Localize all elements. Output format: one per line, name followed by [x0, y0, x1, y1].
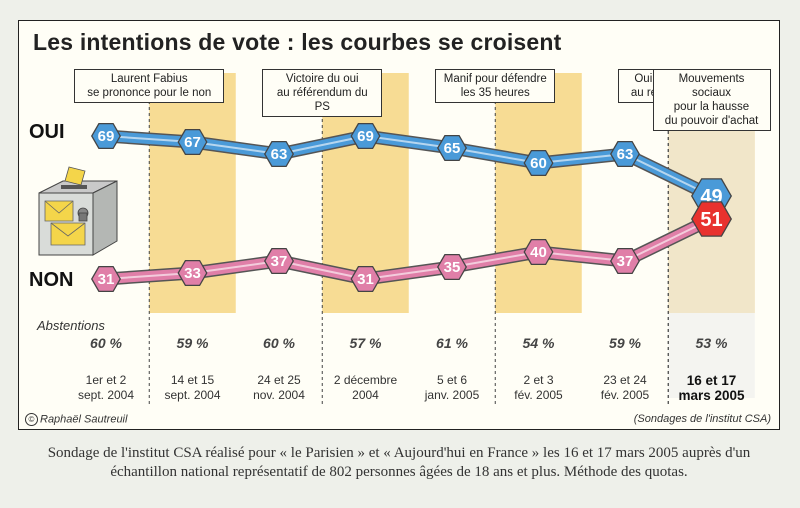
x-tick-label: 1er et 2 sept. 2004	[61, 373, 151, 403]
event-annotation-line: se prononce pour le non	[87, 87, 212, 99]
oui-series-value-label: 67	[184, 134, 201, 151]
copyright-icon: ©	[25, 413, 38, 426]
oui-series-marker	[438, 136, 466, 160]
x-tick-label: 5 et 6 janv. 2005	[407, 373, 497, 403]
oui-series-marker	[179, 130, 206, 154]
x-tick-label-line: 2 décembre	[333, 373, 398, 387]
x-tick-label-line: 16 et 17	[686, 373, 737, 388]
event-annotation-line: au référendum du PS	[276, 87, 368, 113]
oui-series-marker	[611, 142, 639, 166]
non-series-marker	[265, 249, 293, 273]
x-tick-label-line: 24 et 25	[257, 373, 301, 387]
oui-series-marker	[265, 142, 293, 166]
credit-source: (Sondages de l'institut CSA)	[633, 413, 771, 425]
x-tick-label: 2 et 3 fév. 2005	[494, 373, 584, 403]
abstention-value: 61 %	[436, 335, 468, 351]
x-tick-label: 16 et 17 mars 2005	[667, 373, 757, 403]
non-series-marker	[92, 267, 120, 291]
abstention-value: 57 %	[349, 335, 382, 351]
event-annotation: Mouvements sociaux pour la hausse du pouvo…	[652, 69, 771, 131]
event-annotation-line: Mouvements sociaux	[678, 73, 745, 99]
x-tick-label-line: 2 et 3	[523, 373, 554, 387]
x-tick-label-line: fév. 2005	[600, 388, 650, 402]
abstentions-label: Abstentions	[37, 318, 105, 333]
x-tick-label-line: 1er et 2	[85, 373, 127, 387]
oui-series-marker	[352, 124, 379, 148]
abstention-value: 60 %	[263, 335, 295, 351]
abstention-value: 59 %	[176, 335, 209, 351]
x-tick-label: 14 et 15 sept. 2004	[148, 373, 238, 403]
non-series-label: NON	[29, 269, 74, 291]
non-series-value-label: 37	[271, 253, 288, 270]
non-series-highlight	[105, 218, 712, 280]
oui-series-value-label: 65	[444, 140, 461, 157]
oui-series-value-label: 63	[617, 146, 634, 163]
non-series-marker	[179, 261, 206, 285]
event-annotation-line: Manif pour défendre	[443, 73, 547, 85]
non-series-marker	[692, 202, 731, 236]
x-tick-label-line: 23 et 24	[603, 373, 647, 387]
chart-title: Les intentions de vote : les courbes se …	[33, 29, 562, 55]
x-tick-label-line: 2004	[352, 388, 379, 402]
abstention-value: 60 %	[90, 335, 122, 351]
non-series-value-label: 31	[357, 271, 374, 288]
event-annotation-line: les 35 heures	[460, 87, 530, 99]
non-series-value-label: 37	[617, 253, 634, 270]
x-tick-label: 23 et 24 fév. 2005	[580, 373, 670, 403]
x-tick-label-line: mars 2005	[678, 388, 745, 403]
chart-frame: Les intentions de vote : les courbes se …	[18, 20, 780, 430]
event-annotation: Laurent Fabius se prononce pour le non	[74, 69, 225, 103]
non-series-marker	[438, 255, 466, 279]
non-series-marker	[611, 249, 639, 273]
event-annotation-line: du pouvoir d'achat	[664, 115, 759, 127]
oui-series-value-label: 69	[357, 128, 374, 145]
non-series-value-label: 51	[700, 209, 722, 231]
non-series-value-label: 40	[530, 244, 547, 261]
event-annotation: Manif pour défendre les 35 heures	[435, 69, 556, 103]
abstention-value: 59 %	[609, 335, 641, 351]
oui-series-highlight	[105, 135, 712, 197]
x-tick-label-line: 5 et 6	[436, 373, 468, 387]
event-annotation: Victoire du oui au référendum du PS	[262, 69, 383, 117]
x-tick-label-line: janv. 2005	[424, 388, 480, 402]
column-band	[495, 73, 582, 313]
non-series-value-label: 31	[98, 271, 115, 288]
oui-series-label: OUI	[29, 121, 65, 143]
oui-series-value-label: 63	[271, 146, 288, 163]
x-tick-label-line: nov. 2004	[253, 388, 305, 402]
non-series-value-label: 35	[444, 259, 461, 276]
non-series-value-label: 33	[184, 265, 201, 282]
x-tick-label-line: sept. 2004	[77, 388, 135, 402]
credit-author: © Raphaël Sautreuil	[25, 413, 127, 426]
x-tick-label: 2 décembre 2004	[321, 373, 411, 403]
ballot-box-icon	[38, 166, 118, 256]
oui-series-marker	[92, 124, 120, 148]
non-series-marker	[525, 240, 552, 264]
oui-series-value-label: 69	[98, 128, 115, 145]
abstention-value: 53 %	[695, 335, 728, 351]
x-tick-label: 24 et 25 nov. 2004	[234, 373, 324, 403]
x-tick-label-line: sept. 2004	[164, 388, 221, 402]
abstention-value: 54 %	[522, 335, 555, 351]
x-tick-label-line: 14 et 15	[170, 373, 215, 387]
event-annotation-line: Laurent Fabius	[110, 73, 188, 85]
event-annotation-line: pour la hausse	[673, 101, 750, 113]
oui-series-marker	[525, 151, 552, 175]
oui-series-value-label: 60	[530, 155, 547, 172]
non-series-marker	[352, 267, 379, 291]
event-annotation-line: Victoire du oui	[285, 73, 359, 85]
credit-author-text: Raphaël Sautreuil	[40, 413, 128, 426]
caption: Sondage de l'institut CSA réalisé pour «…	[47, 445, 751, 480]
x-tick-label-line: fév. 2005	[514, 388, 563, 402]
